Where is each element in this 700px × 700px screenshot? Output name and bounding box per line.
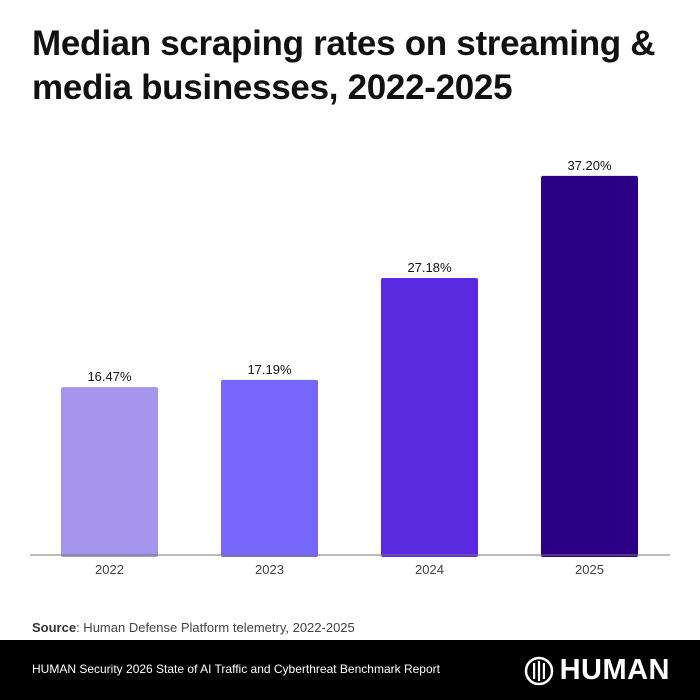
bar-chart: 16.47% 2022 17.19% 2023 27.18% 2024 37.20% 2025 [30,158,670,577]
footer-report-title: HUMAN Security 2026 State of AI Traffic … [32,662,440,676]
data-label-2022: 16.47% [87,369,132,384]
human-logo: HUMAN [524,654,670,687]
source-note: Source: Human Defense Platform telemetry… [32,620,355,635]
x-tick-label-2024: 2024 [415,562,444,577]
x-tick-label-2022: 2022 [95,562,124,577]
human-logo-icon [524,656,553,685]
x-tick-label-2025: 2025 [575,562,604,577]
data-label-2025: 37.20% [567,158,612,173]
bar-2024 [381,278,478,557]
source-label: Source [32,620,77,635]
data-label-2024: 27.18% [407,260,452,275]
bar-2025 [541,175,638,557]
chart-title: Median scraping rates on streaming & med… [32,24,656,107]
human-logo-text: HUMAN [559,654,670,686]
x-tick-label-2023: 2023 [255,562,284,577]
bar-2023 [221,379,318,557]
footer-bar: HUMAN Security 2026 State of AI Traffic … [0,640,700,700]
bar-2022 [61,387,158,557]
source-text: : Human Defense Platform telemetry, 2022… [76,620,355,635]
data-label-2023: 17.19% [247,362,292,377]
